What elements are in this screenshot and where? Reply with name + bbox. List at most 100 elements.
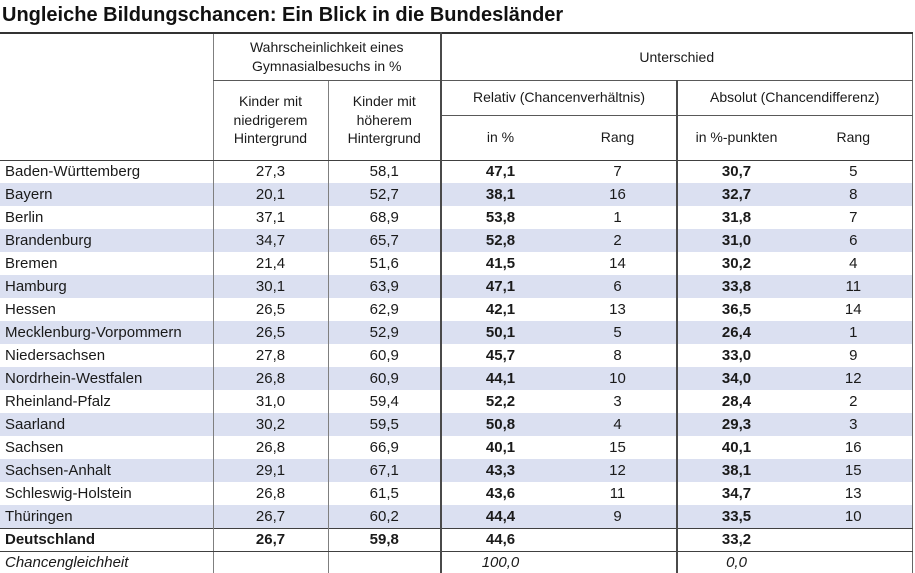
cell-absolute-rank: 1 xyxy=(795,321,913,344)
cell-high-background: 51,6 xyxy=(327,252,441,275)
row-label: Thüringen xyxy=(0,505,213,528)
cell-absolute-points: 31,0 xyxy=(676,229,795,252)
table-row: Niedersachsen 27,8 60,9 45,7 8 33,0 9 xyxy=(0,344,912,367)
cell-relative-rank: 11 xyxy=(609,485,626,502)
cell-relative-rank: 2 xyxy=(559,229,677,252)
row-label: Chancengleichheit xyxy=(0,551,213,573)
cell-absolute-rank: 16 xyxy=(844,439,862,456)
cell-absolute-points: 0,0 xyxy=(676,551,795,573)
table-header: Wahrscheinlichkeit eines Gymnasialbesuch… xyxy=(0,33,913,161)
cell-low-background: 26,5 xyxy=(212,321,328,344)
cell-low-background: 26,7 xyxy=(212,527,328,552)
cell-relative-percent: 100,0 xyxy=(440,551,559,573)
table-row: Brandenburg 34,7 65,7 52,8 2 31,0 6 xyxy=(0,229,913,252)
cell-absolute-points: 30,7 xyxy=(676,160,795,183)
cell-relative-rank xyxy=(559,551,677,573)
cell-low-background: 27,3 xyxy=(212,160,328,183)
cell-absolute-rank xyxy=(795,527,913,552)
table-row: Nordrhein-Westfalen 26,8 60,9 44,1 10 34,0 12 xyxy=(0,367,913,390)
table-row: Baden-Württemberg 27,3 58,1 47,1 7 30,7 5 xyxy=(0,160,912,183)
cell-relative-rank xyxy=(559,527,677,552)
header-rel-pct: in % xyxy=(440,115,559,161)
row-label: Baden-Württemberg xyxy=(5,163,141,181)
row-label: Niedersachsen xyxy=(5,347,106,364)
cell-low-background: 31,0 xyxy=(212,390,328,413)
cell-relative-rank: 6 xyxy=(559,275,677,298)
table-row: Thüringen 26,7 60,2 44,4 9 33,5 10 xyxy=(0,505,913,528)
cell-absolute-points: 36,5 xyxy=(676,298,795,321)
row-label: Bremen xyxy=(5,255,58,272)
cell-relative-rank: 3 xyxy=(613,393,622,410)
cell-absolute-points: 30,2 xyxy=(676,252,795,275)
row-label: Sachsen-Anhalt xyxy=(0,459,213,482)
cell-absolute-rank: 3 xyxy=(795,413,913,436)
page-title: Ungleiche Bildungschancen: Ein Blick in … xyxy=(2,4,564,26)
cell-relative-percent: 52,8 xyxy=(440,229,559,252)
row-label: Berlin xyxy=(5,209,44,226)
cell-high-background: 61,5 xyxy=(327,482,441,505)
cell-low-background: 34,7 xyxy=(212,229,328,252)
cell-relative-percent: 42,1 xyxy=(440,298,559,321)
cell-relative-rank: 4 xyxy=(559,413,677,436)
cell-high-background: 68,9 xyxy=(327,206,441,229)
cell-relative-percent: 44,6 xyxy=(440,527,559,552)
cell-high-background: 62,9 xyxy=(327,298,441,321)
cell-low-background: 29,1 xyxy=(212,459,328,482)
cell-absolute-points: 33,2 xyxy=(676,527,795,552)
cell-absolute-rank: 2 xyxy=(849,393,858,410)
cell-relative-percent: 50,1 xyxy=(440,321,559,344)
cell-absolute-points: 26,4 xyxy=(676,321,795,344)
cell-absolute-rank xyxy=(795,551,913,573)
header-sub-relative: Relativ (Chancenverhältnis) xyxy=(440,80,677,116)
header-abs-pct: in %-punkten xyxy=(676,115,795,161)
table-row: Mecklenburg-Vorpommern 26,5 52,9 50,1 5 26,4 1 xyxy=(0,321,913,344)
cell-high-background: 65,7 xyxy=(327,229,441,252)
row-label: Rheinland-Pfalz xyxy=(5,393,111,410)
cell-relative-rank: 1 xyxy=(613,209,622,226)
bundeslaender-table: Wahrscheinlichkeit eines Gymnasialbesuch… xyxy=(0,32,913,573)
cell-high-background: 59,5 xyxy=(327,413,441,436)
cell-absolute-rank: 8 xyxy=(795,183,913,206)
cell-low-background: 26,5 xyxy=(212,298,328,321)
row-label: Nordrhein-Westfalen xyxy=(0,367,213,390)
cell-high-background: 60,9 xyxy=(327,367,441,390)
table-body: Baden-Württemberg 27,3 58,1 47,1 7 30,7 5 Bayer… xyxy=(0,160,913,573)
cell-high-background: 59,4 xyxy=(327,390,441,413)
cell-relative-percent: 44,1 xyxy=(440,367,559,390)
cell-low-background: 26,8 xyxy=(212,367,328,390)
cell-relative-rank: 14 xyxy=(609,255,626,272)
table-row: Hessen 26,5 62,9 42,1 13 36,5 14 xyxy=(0,298,912,321)
cell-high-background xyxy=(327,551,441,573)
row-label: Hamburg xyxy=(0,275,213,298)
row-label: Mecklenburg-Vorpommern xyxy=(0,321,213,344)
cell-absolute-rank: 11 xyxy=(795,275,913,298)
header-row-subgroups: Kinder mit niedrigerem Hintergrund Kinde… xyxy=(0,80,913,161)
table-row: Schleswig-Holstein 26,8 61,5 43,6 11 34,7 13 xyxy=(0,482,912,505)
cell-low-background: 30,2 xyxy=(212,413,328,436)
cell-relative-percent: 38,1 xyxy=(440,183,559,206)
cell-low-background: 26,7 xyxy=(212,505,328,528)
cell-absolute-rank: 7 xyxy=(849,209,858,226)
cell-high-background: 59,8 xyxy=(327,527,441,552)
table-row: Sachsen-Anhalt 29,1 67,1 43,3 12 38,1 15 xyxy=(0,459,913,482)
cell-relative-rank: 13 xyxy=(609,301,626,318)
cell-absolute-rank: 5 xyxy=(849,163,858,181)
cell-relative-rank: 15 xyxy=(609,439,626,456)
cell-high-background: 58,1 xyxy=(327,160,441,183)
cell-absolute-rank: 14 xyxy=(844,301,862,318)
table-row: Deutschland 26,7 59,8 44,6 33,2 xyxy=(0,527,913,552)
cell-low-background: 30,1 xyxy=(212,275,328,298)
cell-absolute-points: 33,8 xyxy=(676,275,795,298)
table-row: Sachsen 26,8 66,9 40,1 15 40,1 16 xyxy=(0,436,912,459)
cell-absolute-rank: 12 xyxy=(795,367,913,390)
cell-absolute-rank: 13 xyxy=(844,485,862,502)
cell-relative-percent: 53,8 xyxy=(440,206,559,229)
cell-low-background: 26,8 xyxy=(212,482,328,505)
row-label: Sachsen xyxy=(5,439,64,456)
corner-cell xyxy=(0,33,213,161)
cell-high-background: 66,9 xyxy=(327,436,441,459)
cell-high-background: 63,9 xyxy=(327,275,441,298)
cell-absolute-points: 34,7 xyxy=(676,482,795,505)
table-row: Berlin 37,1 68,9 53,8 1 31,8 7 xyxy=(0,206,912,229)
cell-relative-percent: 45,7 xyxy=(440,344,559,367)
